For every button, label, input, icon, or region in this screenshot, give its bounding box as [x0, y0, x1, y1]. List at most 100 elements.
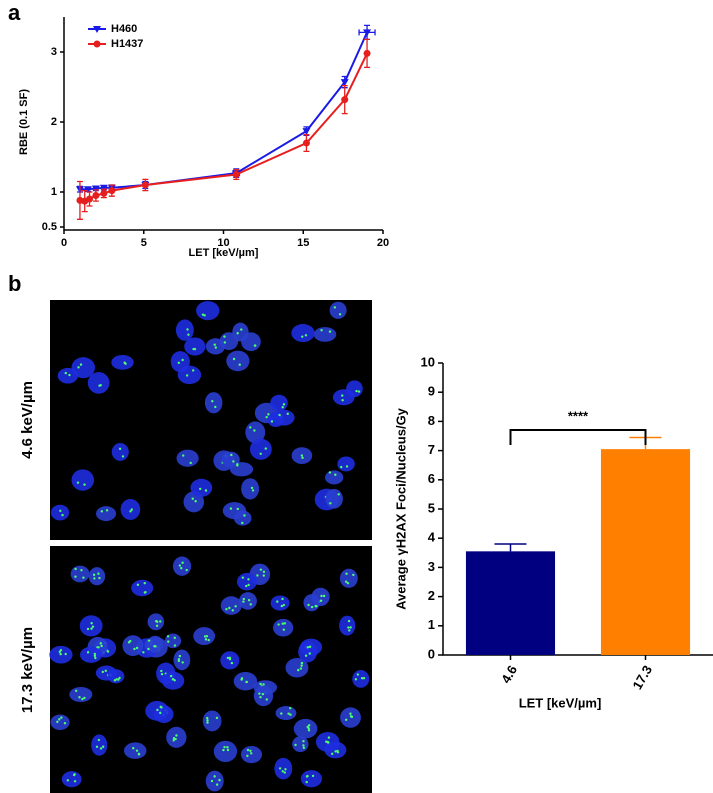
focus — [345, 465, 349, 468]
focus — [280, 712, 283, 715]
focus — [129, 510, 132, 513]
focus — [259, 568, 263, 571]
nucleus — [111, 354, 134, 370]
focus — [178, 654, 182, 658]
y-tick-label: 4 — [428, 530, 436, 545]
bar — [600, 449, 691, 655]
focus — [160, 706, 163, 709]
y-axis-label: Average γH2AX Foci/Nucleus/Gy — [393, 407, 408, 610]
focus — [329, 502, 332, 505]
focus — [311, 774, 315, 778]
focus — [215, 783, 219, 786]
focus — [181, 561, 184, 564]
focus — [191, 497, 194, 500]
nucleus — [274, 757, 293, 780]
focus — [246, 754, 249, 758]
focus — [156, 708, 159, 712]
nucleus — [170, 351, 190, 373]
x-tick-label: 4.6 — [498, 663, 520, 686]
focus — [236, 463, 239, 466]
focus — [86, 627, 90, 631]
focus — [345, 572, 348, 575]
focus — [213, 775, 216, 778]
focus — [136, 583, 140, 587]
focus — [243, 514, 246, 517]
focus — [79, 363, 83, 366]
focus — [246, 748, 250, 752]
y-tick-label: 2 — [51, 116, 57, 128]
focus — [282, 403, 286, 406]
nucleus — [175, 319, 194, 341]
focus — [299, 667, 303, 670]
focus — [68, 373, 71, 377]
nucleus — [324, 741, 347, 759]
focus — [159, 620, 162, 623]
series-line — [79, 31, 368, 191]
focus — [276, 600, 279, 603]
focus — [334, 750, 337, 753]
focus — [283, 771, 286, 774]
focus — [203, 635, 207, 638]
focus — [232, 357, 236, 361]
nucleus — [123, 742, 147, 759]
focus — [341, 399, 344, 402]
nucleus — [238, 592, 257, 610]
focus — [61, 513, 64, 517]
focus — [241, 576, 245, 579]
focus — [238, 363, 241, 366]
focus — [93, 577, 96, 580]
focus — [286, 412, 289, 416]
focus — [289, 706, 292, 710]
point — [302, 139, 310, 147]
focus — [307, 727, 310, 730]
nucleus — [79, 615, 103, 637]
focus — [203, 314, 206, 317]
focus — [130, 508, 133, 511]
image-label: 17.3 keV/µm — [19, 627, 36, 713]
focus — [340, 465, 343, 469]
focus — [60, 716, 63, 719]
focus — [297, 668, 300, 672]
focus — [75, 689, 78, 693]
focus — [223, 335, 226, 338]
focus — [355, 389, 358, 393]
focus — [249, 603, 252, 606]
focus — [135, 646, 139, 650]
nucleus — [61, 771, 82, 788]
focus — [294, 743, 297, 747]
focus — [97, 738, 101, 742]
point — [340, 79, 349, 87]
focus — [346, 581, 350, 585]
focus — [259, 695, 262, 699]
nucleus — [325, 488, 343, 509]
focus — [100, 644, 103, 648]
legend-marker — [93, 26, 101, 33]
focus — [333, 306, 337, 309]
focus — [177, 658, 181, 661]
focus — [173, 636, 176, 640]
focus — [262, 683, 265, 686]
focus — [354, 678, 358, 681]
y-tick-label: 9 — [428, 384, 435, 399]
focus — [222, 748, 225, 752]
focus — [83, 483, 86, 486]
nucleus — [70, 565, 90, 583]
nucleus — [50, 504, 70, 521]
focus — [181, 358, 184, 362]
focus — [283, 622, 287, 625]
focus — [245, 584, 248, 588]
series-line — [79, 52, 368, 203]
y-tick-label: 6 — [428, 471, 435, 486]
focus — [234, 605, 237, 608]
focus — [230, 661, 234, 665]
bar — [465, 551, 556, 655]
point — [92, 192, 100, 199]
focus — [95, 745, 99, 749]
nucleus — [226, 350, 250, 372]
focus — [98, 576, 101, 580]
focus — [344, 580, 348, 583]
focus — [186, 328, 189, 331]
nucleus — [300, 770, 322, 788]
focus — [100, 510, 104, 513]
